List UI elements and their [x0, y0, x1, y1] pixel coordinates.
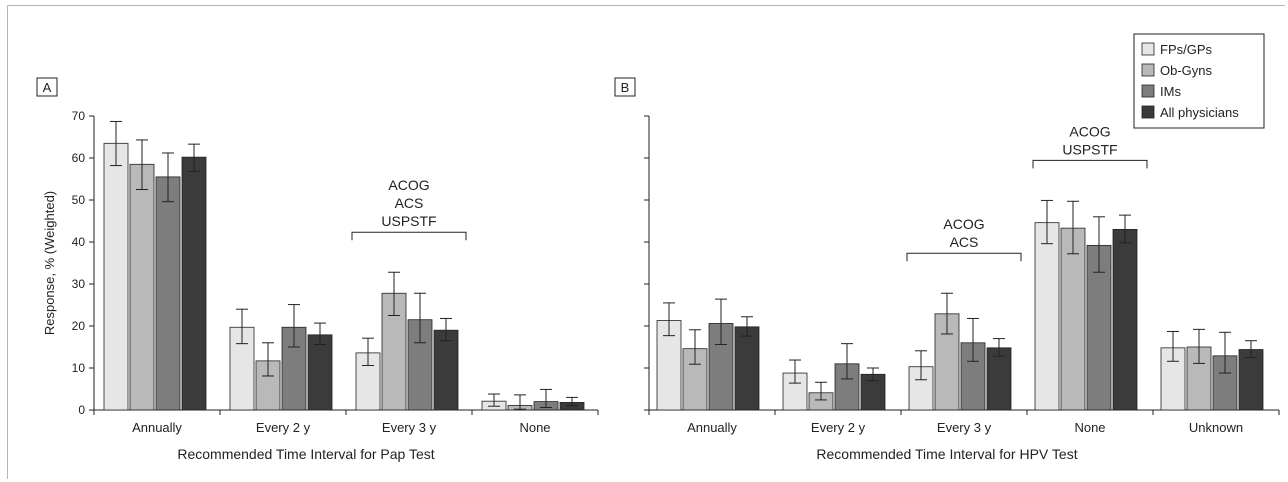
bar-all-physicians — [734, 326, 760, 411]
panel-a: A Response, % (Weighted) Recommended Tim… — [36, 77, 599, 462]
y-tick-label: 70 — [72, 109, 86, 123]
y-tick-label: 10 — [72, 361, 86, 375]
x-tick-label: Annually — [132, 420, 182, 435]
annotation-bracket — [906, 252, 1022, 262]
y-axis-label: Response, % (Weighted) — [42, 191, 57, 335]
bar-all-physicians — [307, 334, 333, 411]
bar-fps-gps — [103, 142, 129, 411]
annotation-label: USPSTF — [381, 213, 436, 229]
bar-fps-gps — [1034, 222, 1060, 411]
panel-b-x-axis-label: Recommended Time Interval for HPV Test — [816, 446, 1077, 462]
bar-ob-gyns — [1060, 227, 1086, 411]
legend-swatch — [1141, 42, 1155, 56]
bar-all-physicians — [433, 329, 459, 411]
panel-b-label: B — [621, 80, 630, 95]
legend-swatch — [1141, 105, 1155, 119]
panel-a-x-axis-label: Recommended Time Interval for Pap Test — [177, 446, 434, 462]
y-tick-label: 20 — [72, 319, 86, 333]
bar-ob-gyns — [129, 163, 155, 411]
x-tick-label: Every 2 y — [256, 420, 311, 435]
y-tick-label: 40 — [72, 235, 86, 249]
annotation-label: USPSTF — [1062, 141, 1117, 157]
x-tick-label: Every 3 y — [937, 420, 992, 435]
y-tick-label: 30 — [72, 277, 86, 291]
annotation-label: ACOG — [943, 216, 984, 232]
panel-a-axes: 0 10 20 30 40 50 60 70 Annually Every 2 y Every 3 … — [72, 109, 599, 435]
bar-ims — [155, 176, 181, 411]
x-tick-label: Every 3 y — [382, 420, 437, 435]
bar-all-physicians — [181, 156, 207, 411]
x-tick-label: Annually — [687, 420, 737, 435]
panel-b: B Recommended Time Interval for HPV Test… — [614, 77, 1280, 462]
annotation-label: ACOG — [388, 177, 429, 193]
panel-b-annotations: ACOG ACS ACOG USPSTF — [906, 123, 1148, 262]
annotation-label: ACOG — [1069, 123, 1110, 139]
annotation-bracket — [351, 231, 467, 241]
panel-a-bars — [103, 120, 585, 411]
bar-ims — [708, 323, 734, 411]
bar-ob-gyns — [255, 360, 281, 411]
legend-box — [1133, 33, 1265, 129]
panel-b-axes: Annually Every 2 y Every 3 y None Unknown — [644, 115, 1280, 435]
legend-label: All physicians — [1160, 105, 1239, 120]
x-tick-label: None — [519, 420, 550, 435]
panel-b-label-box — [614, 77, 636, 97]
y-tick-label: 50 — [72, 193, 86, 207]
x-tick-label: Every 2 y — [811, 420, 866, 435]
annotation-label: ACS — [395, 195, 424, 211]
legend-label: Ob-Gyns — [1160, 63, 1213, 78]
bar-fps-gps — [656, 320, 682, 411]
panel-a-label: A — [43, 80, 52, 95]
x-tick-label: None — [1074, 420, 1105, 435]
y-tick-label: 0 — [78, 403, 85, 417]
panel-a-annotations: ACOG ACS USPSTF — [351, 177, 467, 241]
panel-b-bars — [656, 199, 1264, 411]
bar-all-physicians — [1238, 349, 1264, 411]
panel-a-label-box — [36, 77, 58, 97]
bar-all-physicians — [986, 347, 1012, 411]
legend-label: IMs — [1160, 84, 1181, 99]
annotation-bracket — [1032, 159, 1148, 169]
legend-swatch — [1141, 63, 1155, 77]
legend-label: FPs/GPs — [1160, 42, 1213, 57]
bar-all-physicians — [1112, 228, 1138, 411]
annotation-label: ACS — [950, 234, 979, 250]
y-tick-label: 60 — [72, 151, 86, 165]
legend-swatch — [1141, 84, 1155, 98]
x-tick-label: Unknown — [1189, 420, 1243, 435]
legend: FPs/GPs Ob-Gyns IMs All physicians — [1133, 33, 1265, 129]
figure-frame — [7, 5, 1285, 479]
